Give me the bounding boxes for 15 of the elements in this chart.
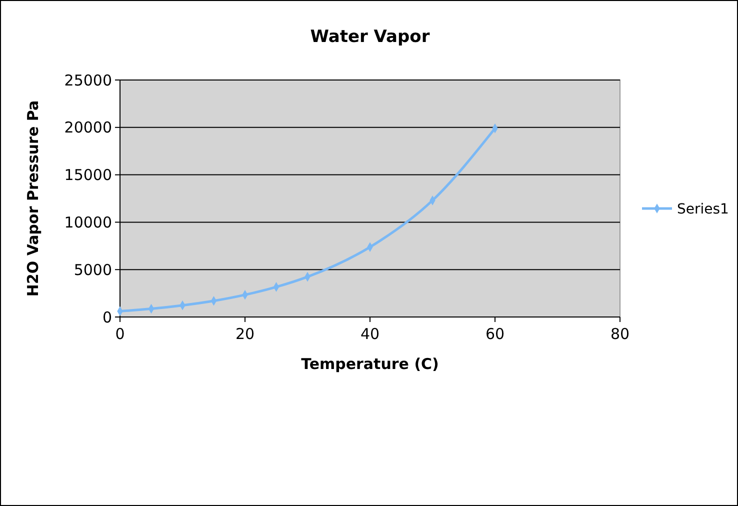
x-tick-label: 20 [235,325,255,343]
y-tick-label: 20000 [64,118,112,137]
y-tick-label: 25000 [64,71,112,90]
y-tick-label: 5000 [74,260,112,279]
x-tick-label: 80 [610,325,630,343]
y-axis-title: H2O Vapor Pressure Pa [24,100,42,297]
legend-label: Series1 [677,201,729,218]
x-axis-title: Temperature (C) [301,355,439,373]
x-tick-label: 0 [115,325,125,343]
y-tick-label: 10000 [64,213,112,232]
chart-title: Water Vapor [310,27,430,47]
y-tick-label: 0 [102,308,112,326]
x-tick-label: 60 [485,325,505,343]
y-tick-label: 15000 [64,166,112,184]
x-tick-label: 40 [360,325,380,343]
